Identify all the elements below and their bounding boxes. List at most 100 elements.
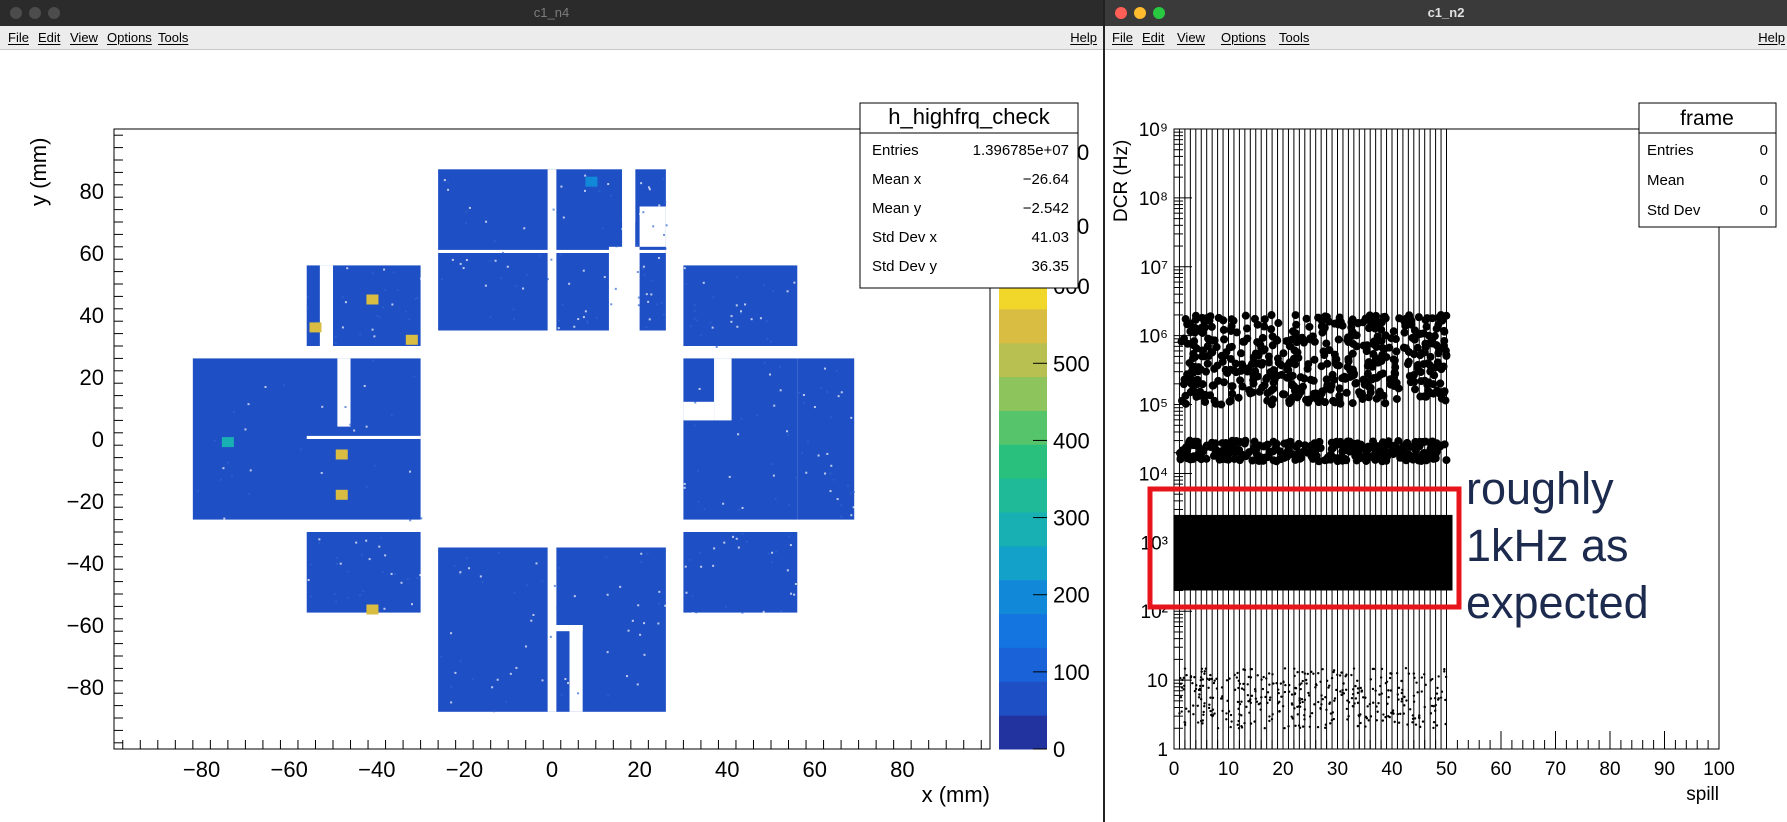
menu-help[interactable]: Help xyxy=(1758,30,1785,45)
window-title-bar[interactable]: c1_n4 xyxy=(0,0,1103,26)
data-point xyxy=(1371,701,1375,704)
heatmap-speckle xyxy=(732,535,735,538)
heatmap-speckle xyxy=(648,186,651,189)
heatmap-speckle xyxy=(405,310,408,313)
data-point xyxy=(1413,343,1422,352)
heatmap-speckle xyxy=(639,633,642,636)
menu-view[interactable]: View xyxy=(70,30,98,45)
heatmap-speckle xyxy=(552,272,555,275)
data-point xyxy=(1220,697,1224,700)
menu-view[interactable]: View xyxy=(1177,30,1205,45)
data-point xyxy=(1264,352,1273,361)
data-point xyxy=(1269,437,1278,446)
data-point xyxy=(1400,691,1404,695)
window-title-bar[interactable]: c1_n2 xyxy=(1105,0,1787,26)
data-point xyxy=(1319,706,1322,710)
data-point xyxy=(1371,340,1380,349)
data-point xyxy=(1223,443,1232,452)
data-point xyxy=(1183,720,1186,724)
data-point xyxy=(1212,681,1216,685)
data-point xyxy=(1323,359,1332,368)
data-point xyxy=(1185,319,1194,328)
data-point xyxy=(1268,696,1272,699)
heatmap-speckle xyxy=(793,281,796,284)
stats-box[interactable]: frame Entries 0 Mean 0 Std Dev 0 xyxy=(1638,102,1777,228)
heatmap-speckle xyxy=(646,552,649,555)
heatmap-speckle xyxy=(526,273,529,276)
heatmap-speckle xyxy=(471,678,474,681)
data-point xyxy=(1236,700,1240,704)
heatmap-speckle xyxy=(829,472,832,475)
data-point xyxy=(1287,690,1291,693)
minimize-button[interactable] xyxy=(1134,7,1146,19)
data-point xyxy=(1234,393,1243,402)
data-point xyxy=(1330,676,1334,680)
menu-options[interactable]: Options xyxy=(107,30,152,45)
heatmap-speckle xyxy=(552,208,555,211)
menu-options[interactable]: Options xyxy=(1221,30,1266,45)
zoom-button[interactable] xyxy=(1153,7,1165,19)
data-point xyxy=(1334,335,1343,344)
heatmap-speckle xyxy=(697,500,700,503)
menu-file[interactable]: File xyxy=(8,30,29,45)
menu-file[interactable]: File xyxy=(1112,30,1133,45)
data-point xyxy=(1400,443,1409,452)
plot-canvas[interactable]: 0 10 20 30 40 50 60 70 80 90 100 1 10 10² 10³ 10⁴ 10⁵ 10… xyxy=(1105,51,1787,822)
heatmap-speckle xyxy=(637,604,640,607)
menu-tools[interactable]: Tools xyxy=(158,30,189,45)
data-point xyxy=(1334,320,1343,329)
data-point xyxy=(1314,686,1317,689)
y-tick-label: 40 xyxy=(80,303,104,328)
heatmap-speckle xyxy=(769,373,772,376)
data-point xyxy=(1404,666,1408,670)
data-point xyxy=(1371,687,1375,691)
minimize-button[interactable] xyxy=(29,7,41,19)
close-button[interactable] xyxy=(10,7,22,19)
data-point xyxy=(1277,691,1280,695)
menu-edit[interactable]: Edit xyxy=(38,30,61,45)
data-point xyxy=(1421,343,1430,352)
close-button[interactable] xyxy=(1115,7,1127,19)
menu-edit[interactable]: Edit xyxy=(1142,30,1165,45)
data-point xyxy=(1432,720,1436,724)
heatmap-speckle xyxy=(699,552,702,555)
data-point xyxy=(1327,686,1330,689)
data-point xyxy=(1226,699,1229,703)
data-point xyxy=(1180,710,1183,713)
heatmap-speckle xyxy=(420,277,423,280)
menu-help[interactable]: Help xyxy=(1070,30,1097,45)
data-point xyxy=(1440,336,1449,345)
data-point xyxy=(1344,447,1353,456)
plot-canvas[interactable]: −80 −60 −40 −20 0 20 40 60 80 80 60 40 20 0 −20 −40 −60… xyxy=(0,51,1103,822)
menu-tools[interactable]: Tools xyxy=(1279,30,1310,45)
data-point xyxy=(1328,684,1331,687)
heatmap-speckle xyxy=(525,645,528,648)
heatmap-speckle xyxy=(378,316,381,319)
stats-row-value: 36.35 xyxy=(1031,258,1069,275)
x-axis-label: spill xyxy=(1686,784,1719,805)
data-point xyxy=(1444,722,1447,726)
data-point xyxy=(1228,677,1231,680)
stats-box[interactable]: h_highfrq_check Entries 1.396785e+07 Mean … xyxy=(859,102,1079,289)
data-point xyxy=(1323,381,1332,390)
zoom-button[interactable] xyxy=(48,7,60,19)
heatmap-speckle xyxy=(767,552,770,555)
heatmap-speckle xyxy=(353,429,356,432)
heatmap-speckle xyxy=(321,405,324,408)
heatmap-speckle xyxy=(560,185,563,188)
data-point xyxy=(1403,360,1412,369)
data-point xyxy=(1305,322,1314,331)
data-point xyxy=(1423,705,1426,709)
data-point xyxy=(1249,701,1253,705)
data-point xyxy=(1189,454,1198,463)
heatmap-speckle xyxy=(465,210,468,213)
data-point xyxy=(1183,667,1187,670)
data-point xyxy=(1199,719,1203,723)
data-point xyxy=(1374,689,1377,692)
heatmap-speckle xyxy=(832,478,835,481)
data-point xyxy=(1298,335,1307,344)
data-point xyxy=(1351,692,1355,696)
data-point xyxy=(1303,718,1306,721)
heatmap-speckle xyxy=(383,268,386,271)
heatmap-speckle xyxy=(493,710,496,713)
